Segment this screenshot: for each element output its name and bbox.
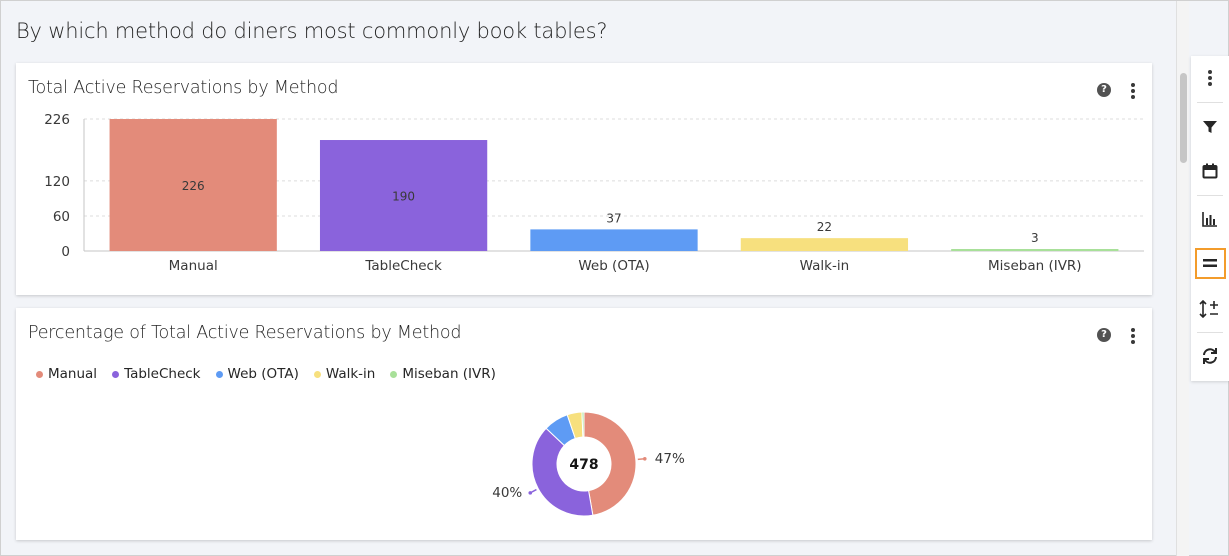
bar-web-ota[interactable] [530,229,698,251]
bar-tablecheck[interactable] [319,140,488,251]
legend-label: Walk-in [325,366,376,382]
legend-item-walk-in[interactable]: Walk-in [313,366,376,382]
equals-icon[interactable] [1191,246,1229,280]
x-tick-label: Walk-in [800,258,850,274]
donut-total: 478 [569,457,598,473]
bar-miseban-ivr[interactable] [951,249,1119,251]
donut-chart: 478 47% 40% [492,411,685,517]
x-tick-label: TableCheck [364,258,442,274]
y-tick-label: 60 [53,209,70,225]
page-title: By which method do diners most commonly … [16,19,608,43]
callout-dot [642,456,647,461]
overflow-menu-icon[interactable] [1131,328,1135,344]
percentage-label: 40% [492,485,522,501]
percentage-label: 47% [655,451,685,467]
legend-item-manual[interactable]: Manual [36,366,97,382]
y-tick-label: 120 [44,174,70,190]
legend-item-web-ota[interactable]: Web (OTA) [215,366,299,382]
x-tick-label: Manual [169,258,218,274]
question-circle-icon[interactable]: ? [1097,83,1111,97]
calendar-icon[interactable] [1191,154,1229,188]
question-circle-icon[interactable]: ? [1097,328,1111,342]
bar-walk-in[interactable] [740,238,909,251]
slice-tablecheck[interactable] [531,427,594,517]
vertical-scrollbar[interactable] [1176,1,1189,556]
side-toolbar [1191,56,1229,381]
slice-miseban-ivr[interactable] [581,411,585,438]
legend-swatch [112,370,120,378]
bar-chart: 0 60 120 226 226 Manual 190 TableCheck 37 Web (OT… [44,112,1144,274]
bar-value-label: 3 [1031,231,1039,245]
bar-value-label: 22 [817,220,832,234]
refresh-icon[interactable] [1191,339,1229,373]
bar-value-label: 37 [606,211,621,225]
legend-label: Manual [48,366,98,382]
x-tick-label: Miseban (IVR) [988,258,1082,274]
slice-manual[interactable] [583,411,637,516]
callout-dot [528,491,533,495]
y-tick-label: 226 [44,112,70,128]
overflow-menu-icon[interactable] [1131,83,1135,99]
y-tick-label: 0 [61,244,70,260]
donut-chart-title: Percentage of Total Active Reservations … [28,323,462,343]
legend-label: Miseban (IVR) [402,366,496,382]
legend-swatch [36,370,43,378]
active-tool-highlight [1195,248,1226,279]
legend-label: TableCheck [124,366,201,382]
x-tick-label: Web (OTA) [578,258,649,274]
bar-chart-card: Total Active Reservations by Method ? 0 6… [16,63,1152,295]
legend-swatch [313,370,321,378]
chart-legend: Manual TableCheck Web (OTA) Walk-in Miseban … [36,366,496,382]
filter-icon[interactable] [1191,110,1229,144]
legend-item-tablecheck[interactable]: TableCheck [112,366,201,382]
donut-chart-card: Percentage of Total Active Reservations … [16,308,1152,540]
scrollbar-thumb[interactable] [1180,73,1187,163]
legend-swatch [390,370,398,378]
bar-value-label: 226 [182,179,205,193]
legend-label: Web (OTA) [227,366,299,382]
bar-value-label: 190 [392,190,415,204]
overflow-menu-vertical-icon[interactable] [1191,61,1229,95]
legend-item-miseban-ivr[interactable]: Miseban (IVR) [390,366,496,382]
sort-plus-minus-icon[interactable] [1191,292,1229,326]
bar-manual[interactable] [109,119,277,251]
bar-chart-title: Total Active Reservations by Method [28,78,339,98]
bar-chart-icon[interactable] [1191,202,1229,236]
legend-swatch [215,370,223,378]
